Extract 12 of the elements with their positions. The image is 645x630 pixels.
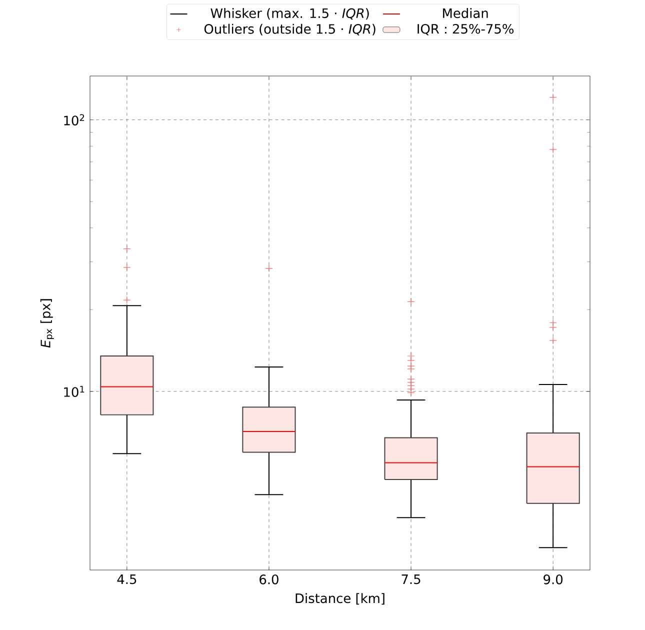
x-tick-label: 6.0 bbox=[260, 574, 278, 584]
text: Whisker (max. 1.5 · IQR) bbox=[210, 8, 369, 20]
text: Median bbox=[443, 8, 488, 18]
y-tick-label: 10$^{1}$ bbox=[64, 386, 84, 397]
x-tick-label: 4.5 bbox=[117, 574, 136, 584]
y-tick-label: 10$^{2}$ bbox=[64, 114, 84, 126]
x-axis-title: Distance [km] bbox=[296, 593, 384, 605]
legend-label: IQR : 25%-75% bbox=[418, 24, 514, 36]
y-axis-title: E$_{px}$ [px] bbox=[40, 299, 54, 348]
x-tick-label: 9.0 bbox=[544, 574, 563, 584]
text: Outliers (outside 1.5 · IQR) bbox=[204, 24, 376, 36]
x-tick-label: 7.5 bbox=[402, 574, 420, 584]
